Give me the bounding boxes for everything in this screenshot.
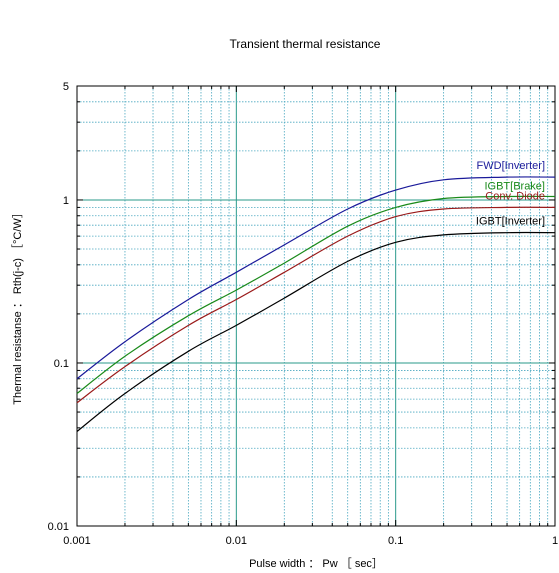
x-tick-label: 0.01 — [226, 535, 247, 547]
y-tick-label: 5 — [63, 81, 69, 93]
series-label-3: IGBT[Inverter] — [476, 216, 545, 228]
y-tick-label: 0.1 — [54, 358, 69, 370]
series-line-3 — [76, 231, 556, 432]
x-tick-label: 1 — [552, 535, 558, 547]
series-line-1 — [76, 195, 556, 394]
grid — [77, 86, 555, 526]
series-line-2 — [76, 206, 556, 404]
series-label-1: IGBT[Brake] — [484, 180, 545, 192]
y-tick-label: 0.01 — [48, 521, 69, 533]
x-tick-label: 0.001 — [63, 535, 91, 547]
x-axis-label: Pulse width ： Pw ［ sec］ — [249, 557, 383, 570]
series-labels: FWD[Inverter] IGBT[Brake]Conv. Diode IGBT[… — [476, 160, 545, 228]
series-line-0 — [76, 176, 556, 380]
series-label-0: FWD[Inverter] — [477, 160, 545, 172]
chart-title: Transient thermal resistance — [230, 37, 381, 51]
series-lines — [76, 176, 556, 432]
series-label-2: Conv. Diode — [485, 190, 545, 202]
y-tick-label: 1 — [63, 195, 69, 207]
y-axis-label: Thermal resistanse ： Rth(j-c) ［°C/W］ — [11, 207, 24, 405]
plot-area-border — [76, 85, 556, 527]
x-tick-label: 0.1 — [388, 535, 403, 547]
axis-ticks: 0.001 0.01 0.1 1 0.01 0.1 1 5 — [48, 81, 558, 547]
